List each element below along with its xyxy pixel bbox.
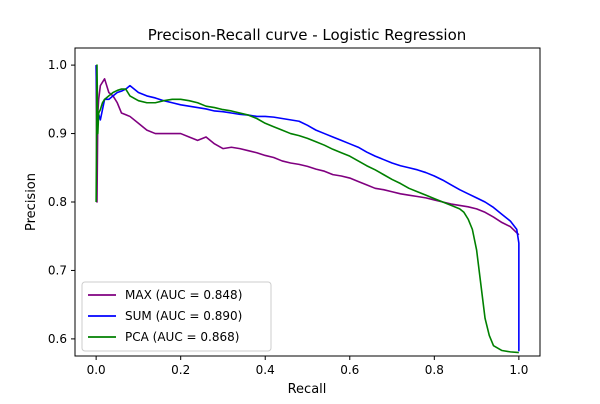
x-tick-label: 0.8 <box>425 363 444 377</box>
legend-label: SUM (AUC = 0.890) <box>125 309 242 323</box>
y-tick-label: 0.6 <box>48 332 67 346</box>
y-axis-label: Precision <box>24 173 39 231</box>
y-tick-label: 1.0 <box>48 58 67 72</box>
x-tick-label: 0.2 <box>171 363 190 377</box>
chart-title: Precison-Recall curve - Logistic Regress… <box>148 26 467 44</box>
x-tick-label: 0.6 <box>340 363 359 377</box>
y-tick-label: 0.7 <box>48 263 67 277</box>
y-tick-label: 0.9 <box>48 127 67 141</box>
legend-label: PCA (AUC = 0.868) <box>125 330 239 344</box>
legend: MAX (AUC = 0.848) SUM (AUC = 0.890) PCA (A… <box>81 281 272 352</box>
legend-box <box>81 281 272 352</box>
legend-label: MAX (AUC = 0.848) <box>125 288 242 302</box>
y-axis: 0.6 0.7 0.8 0.9 1.0 <box>48 58 75 346</box>
series-line-pca <box>95 64 519 354</box>
x-tick-label: 0.0 <box>87 363 106 377</box>
plot-area <box>95 64 520 354</box>
y-tick-label: 0.8 <box>48 195 67 209</box>
x-tick-label: 0.4 <box>256 363 275 377</box>
x-axis: 0.0 0.2 0.4 0.6 0.8 1.0 <box>87 356 528 377</box>
x-axis-label: Recall <box>288 382 327 397</box>
x-tick-label: 1.0 <box>509 363 528 377</box>
